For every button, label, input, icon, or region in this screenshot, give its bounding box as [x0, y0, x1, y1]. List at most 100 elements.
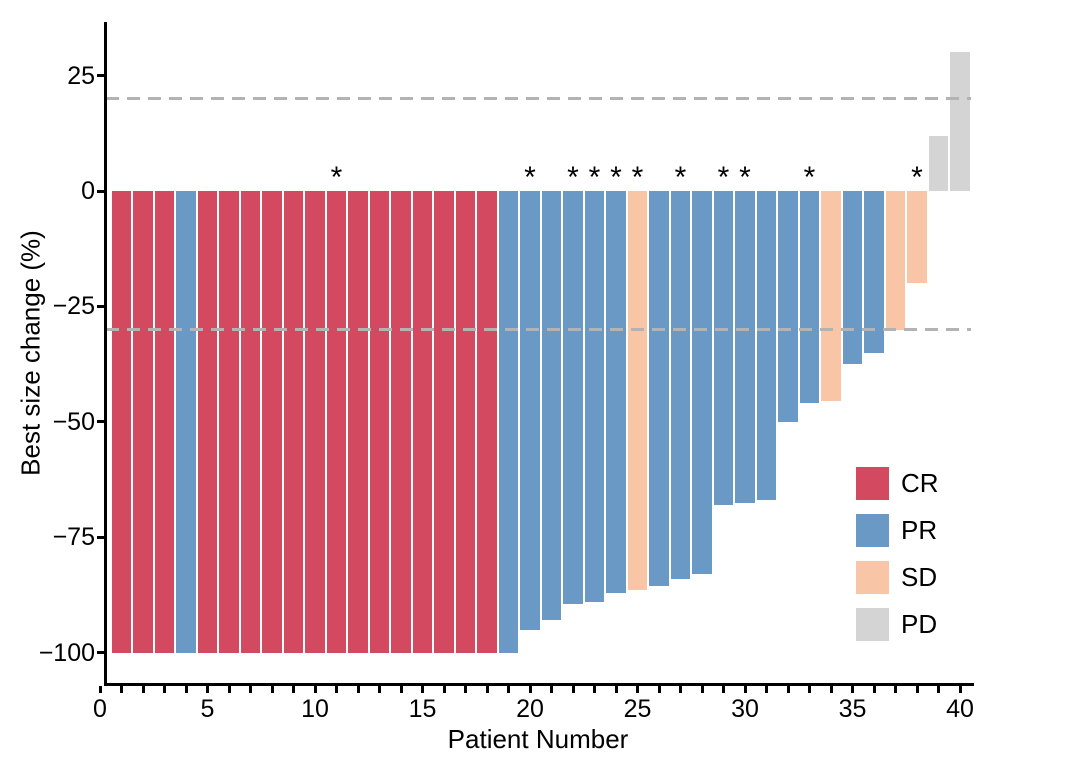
x-tick-label-25: 25 — [623, 695, 652, 723]
x-tick-21 — [550, 686, 553, 693]
bar-patient-39 — [928, 135, 949, 191]
bar-patient-30 — [735, 191, 755, 503]
x-tick-13 — [378, 686, 381, 693]
legend-label-cr: CR — [901, 468, 939, 498]
bar-patient-3 — [154, 191, 175, 653]
x-tick-label-20: 20 — [516, 695, 544, 723]
bar-patient-11 — [326, 191, 347, 653]
bar-patient-15 — [412, 191, 433, 653]
x-tick-22 — [571, 686, 575, 693]
asterisk-patient-20: * — [524, 161, 536, 194]
bar-patient-18 — [477, 191, 497, 653]
x-tick-4 — [184, 686, 188, 693]
x-tick-20 — [528, 686, 532, 693]
x-axis-title: Patient Number — [447, 724, 629, 754]
bar-patient-2 — [133, 191, 153, 653]
x-tick-1 — [120, 686, 123, 693]
x-tick-label-0: 0 — [93, 695, 107, 723]
bar-patient-21 — [541, 191, 562, 621]
x-tick-12 — [356, 686, 360, 693]
x-tick-32 — [786, 686, 790, 693]
x-tick-39 — [937, 686, 940, 693]
bar-patient-23 — [584, 191, 605, 602]
x-tick-28 — [700, 686, 704, 693]
x-tick-33 — [808, 686, 811, 693]
reference-line--30 — [106, 328, 971, 331]
bar-patient-19 — [498, 191, 519, 653]
x-tick-26 — [657, 686, 661, 693]
bar-patient-7 — [240, 191, 261, 653]
x-tick-9 — [292, 686, 295, 693]
bar-patient-32 — [778, 191, 798, 422]
bar-patient-34 — [821, 191, 841, 402]
y-tick--25 — [97, 304, 104, 308]
reference-line-20 — [106, 97, 971, 101]
x-tick-24 — [614, 686, 618, 693]
legend-label-sd: SD — [901, 562, 938, 592]
bar-patient-31 — [756, 191, 777, 501]
bar-patient-14 — [391, 191, 411, 653]
bar-patient-16 — [434, 191, 454, 653]
y-axis-title: Best size change (%) — [15, 230, 46, 476]
bar-patient-12 — [348, 191, 368, 653]
bar-patient-6 — [219, 191, 239, 653]
x-tick-label-30: 30 — [731, 695, 759, 723]
asterisk-patient-27: * — [674, 161, 687, 194]
y-tick--50 — [97, 420, 104, 424]
x-tick-37 — [894, 686, 897, 693]
asterisk-patient-29: * — [717, 161, 730, 194]
bar-patient-26 — [649, 191, 669, 586]
x-tick-36 — [872, 686, 876, 693]
x-tick-34 — [829, 686, 833, 693]
x-tick-6 — [227, 686, 231, 693]
bar-patient-40 — [950, 52, 970, 191]
bar-patient-35 — [842, 191, 863, 365]
x-tick-label-10: 10 — [301, 695, 329, 723]
x-tick-label-5: 5 — [200, 695, 215, 723]
x-tick-16 — [442, 686, 446, 693]
x-tick-19 — [507, 686, 510, 693]
y-tick-label-0: 0 — [81, 177, 95, 205]
asterisk-patient-23: * — [588, 161, 601, 194]
bar-patient-24 — [606, 191, 626, 593]
bar-patient-10 — [305, 191, 325, 653]
x-tick-0 — [98, 686, 102, 693]
x-axis-line — [103, 682, 974, 686]
bar-patient-5 — [197, 191, 218, 653]
asterisk-patient-33: * — [803, 161, 816, 194]
bar-patient-33 — [799, 191, 820, 404]
asterisk-patient-22: * — [567, 161, 579, 194]
bar-patient-27 — [670, 191, 691, 579]
asterisk-patient-24: * — [610, 161, 622, 194]
x-tick-11 — [335, 686, 338, 693]
bar-patient-8 — [262, 191, 282, 653]
bar-patient-22 — [563, 191, 583, 605]
bar-patient-1 — [111, 191, 132, 653]
x-tick-40 — [958, 686, 962, 693]
bar-patient-38 — [907, 191, 927, 284]
x-tick-25 — [636, 686, 639, 693]
y-tick-label--100: −100 — [38, 638, 95, 667]
bar-patient-4 — [176, 191, 196, 653]
bar-patient-29 — [713, 191, 734, 505]
bar-patient-17 — [455, 191, 476, 653]
asterisk-patient-11: * — [330, 161, 343, 194]
asterisk-patient-38: * — [911, 161, 923, 194]
x-tick-27 — [679, 686, 682, 693]
bar-patient-36 — [864, 191, 884, 353]
x-tick-38 — [915, 686, 919, 693]
x-tick-10 — [313, 686, 317, 693]
x-tick-label-40: 40 — [946, 695, 974, 723]
bar-patient-25 — [627, 191, 648, 591]
x-tick-label-15: 15 — [408, 695, 437, 723]
x-tick-17 — [464, 686, 467, 693]
legend-label-pd: PD — [901, 609, 938, 639]
x-tick-8 — [270, 686, 274, 693]
x-tick-14 — [399, 686, 403, 693]
bar-patient-28 — [692, 191, 712, 575]
asterisk-patient-30: * — [739, 161, 751, 194]
x-tick-35 — [851, 686, 854, 693]
bar-patient-20 — [520, 191, 540, 630]
x-tick-label-35: 35 — [838, 695, 867, 723]
